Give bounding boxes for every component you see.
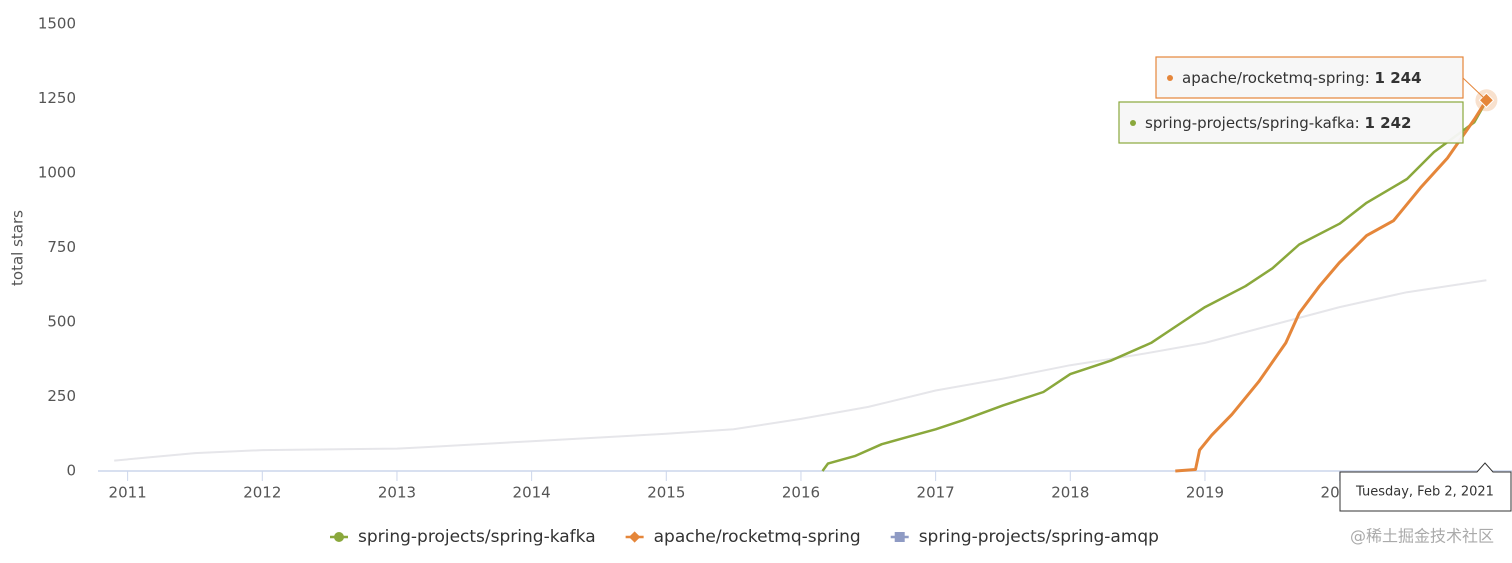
legend-label[interactable]: apache/rocketmq-spring bbox=[654, 527, 861, 547]
legend-label[interactable]: spring-projects/spring-amqp bbox=[919, 527, 1159, 547]
y-tick-label: 1500 bbox=[38, 15, 76, 33]
legend-marker bbox=[628, 531, 641, 543]
y-axis-title: total stars bbox=[9, 210, 27, 286]
date-label: Tuesday, Feb 2, 2021 bbox=[1355, 485, 1494, 500]
tooltip-box bbox=[1118, 101, 1464, 144]
tooltip: apache/rocketmq-spring: 1 244 bbox=[1155, 56, 1464, 99]
series-line bbox=[114, 279, 1487, 462]
tooltip-connector bbox=[1462, 77, 1487, 101]
x-tick-label: 2012 bbox=[243, 484, 281, 502]
tooltip-series-name: spring-projects/spring-kafka bbox=[1145, 114, 1355, 132]
x-tick-label: 2017 bbox=[917, 484, 955, 502]
y-tick-label: 1000 bbox=[38, 164, 76, 182]
y-tick-label: 500 bbox=[47, 313, 76, 331]
x-tick-label: 2014 bbox=[513, 484, 551, 502]
tooltip-value: 1 242 bbox=[1365, 114, 1412, 132]
tooltip-box bbox=[1155, 56, 1464, 99]
series-line bbox=[1175, 99, 1488, 473]
series-line bbox=[821, 100, 1488, 472]
tooltip-text: apache/rocketmq-spring: 1 244 bbox=[1182, 69, 1422, 87]
tooltip-sep: : bbox=[1365, 69, 1375, 87]
date-box bbox=[1339, 462, 1512, 512]
legend-marker bbox=[894, 532, 905, 542]
tooltip: spring-projects/spring-kafka: 1 242 bbox=[1118, 101, 1464, 144]
tooltip-dot bbox=[1130, 120, 1136, 126]
tooltip-series-name: apache/rocketmq-spring bbox=[1182, 69, 1365, 87]
tooltip-text: spring-projects/spring-kafka: 1 242 bbox=[1145, 114, 1411, 132]
tooltip-dot bbox=[1167, 75, 1173, 81]
x-tick-label: 2011 bbox=[109, 484, 147, 502]
x-tick-label: 2016 bbox=[782, 484, 820, 502]
tooltip-value: 1 244 bbox=[1375, 69, 1422, 87]
x-tick-label: 2013 bbox=[378, 484, 416, 502]
y-tick-label: 0 bbox=[66, 462, 76, 480]
y-tick-label: 750 bbox=[47, 238, 76, 256]
tooltip-sep: : bbox=[1355, 114, 1365, 132]
y-tick-label: 1250 bbox=[38, 89, 76, 107]
y-tick-label: 250 bbox=[47, 387, 76, 405]
legend-marker bbox=[334, 532, 344, 542]
x-tick-label: 2018 bbox=[1051, 484, 1089, 502]
x-tick-label: 2015 bbox=[647, 484, 685, 502]
legend-label[interactable]: spring-projects/spring-kafka bbox=[358, 527, 596, 547]
watermark: @稀土掘金技术社区 bbox=[1350, 527, 1494, 546]
x-tick-label: 2019 bbox=[1186, 484, 1224, 502]
